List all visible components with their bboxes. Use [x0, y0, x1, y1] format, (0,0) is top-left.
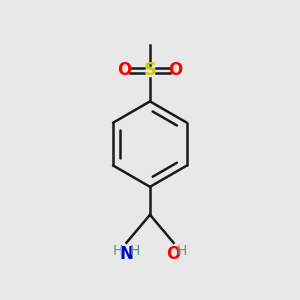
Text: H: H	[177, 244, 187, 258]
Text: H: H	[113, 244, 123, 258]
Text: N: N	[119, 245, 134, 263]
Text: S: S	[143, 61, 157, 80]
Text: O: O	[169, 61, 183, 80]
Text: O: O	[167, 245, 181, 263]
Text: O: O	[117, 61, 131, 80]
Text: H: H	[130, 244, 140, 258]
